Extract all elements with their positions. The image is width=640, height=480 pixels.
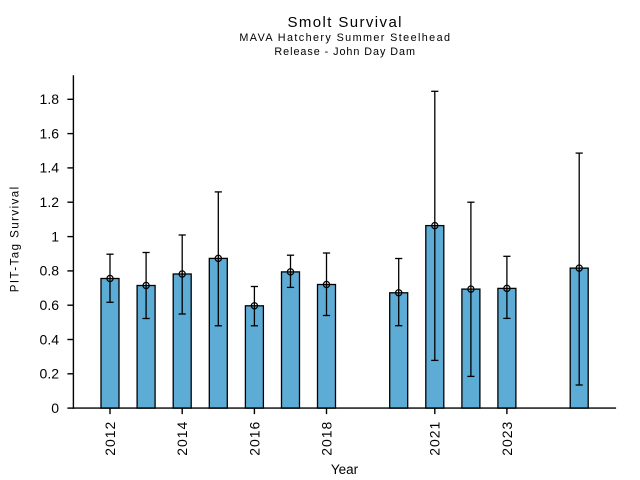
svg-text:1.8: 1.8 bbox=[40, 91, 60, 107]
svg-text:1.4: 1.4 bbox=[40, 160, 60, 176]
svg-text:2016: 2016 bbox=[246, 421, 262, 456]
svg-text:0.6: 0.6 bbox=[40, 297, 60, 313]
svg-text:2023: 2023 bbox=[499, 421, 515, 456]
svg-text:1: 1 bbox=[51, 228, 59, 244]
svg-text:0.8: 0.8 bbox=[40, 263, 60, 279]
svg-text:MAVA Hatchery Summer Steelhead: MAVA Hatchery Summer Steelhead bbox=[239, 32, 451, 44]
svg-text:PIT-Tag Survival: PIT-Tag Survival bbox=[10, 185, 22, 292]
svg-text:Smolt Survival: Smolt Survival bbox=[287, 14, 402, 31]
svg-text:1.6: 1.6 bbox=[40, 125, 60, 141]
svg-text:0: 0 bbox=[51, 400, 59, 416]
svg-text:2018: 2018 bbox=[318, 421, 334, 456]
svg-text:Release - John Day Dam: Release - John Day Dam bbox=[274, 46, 416, 58]
svg-text:0.4: 0.4 bbox=[40, 331, 60, 347]
svg-text:1.2: 1.2 bbox=[40, 194, 60, 210]
svg-text:2012: 2012 bbox=[102, 421, 118, 456]
svg-text:2014: 2014 bbox=[174, 421, 190, 456]
svg-text:0.2: 0.2 bbox=[40, 366, 60, 382]
svg-text:Year: Year bbox=[331, 462, 359, 477]
svg-text:2021: 2021 bbox=[427, 421, 443, 456]
